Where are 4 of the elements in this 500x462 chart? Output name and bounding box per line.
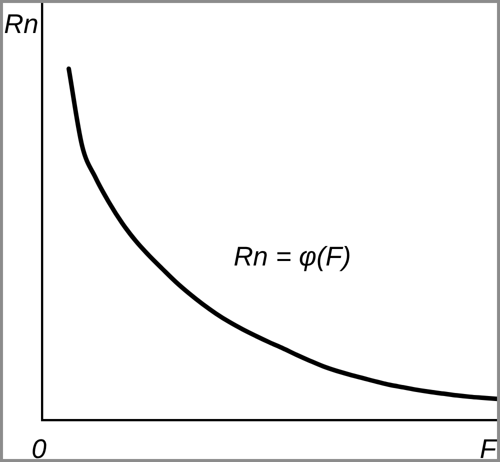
x-axis-title: F bbox=[480, 434, 498, 462]
y-axis-title: Rn bbox=[4, 9, 39, 39]
text: 0 bbox=[31, 434, 47, 462]
series-label: Rn = φ(F) bbox=[234, 241, 351, 272]
